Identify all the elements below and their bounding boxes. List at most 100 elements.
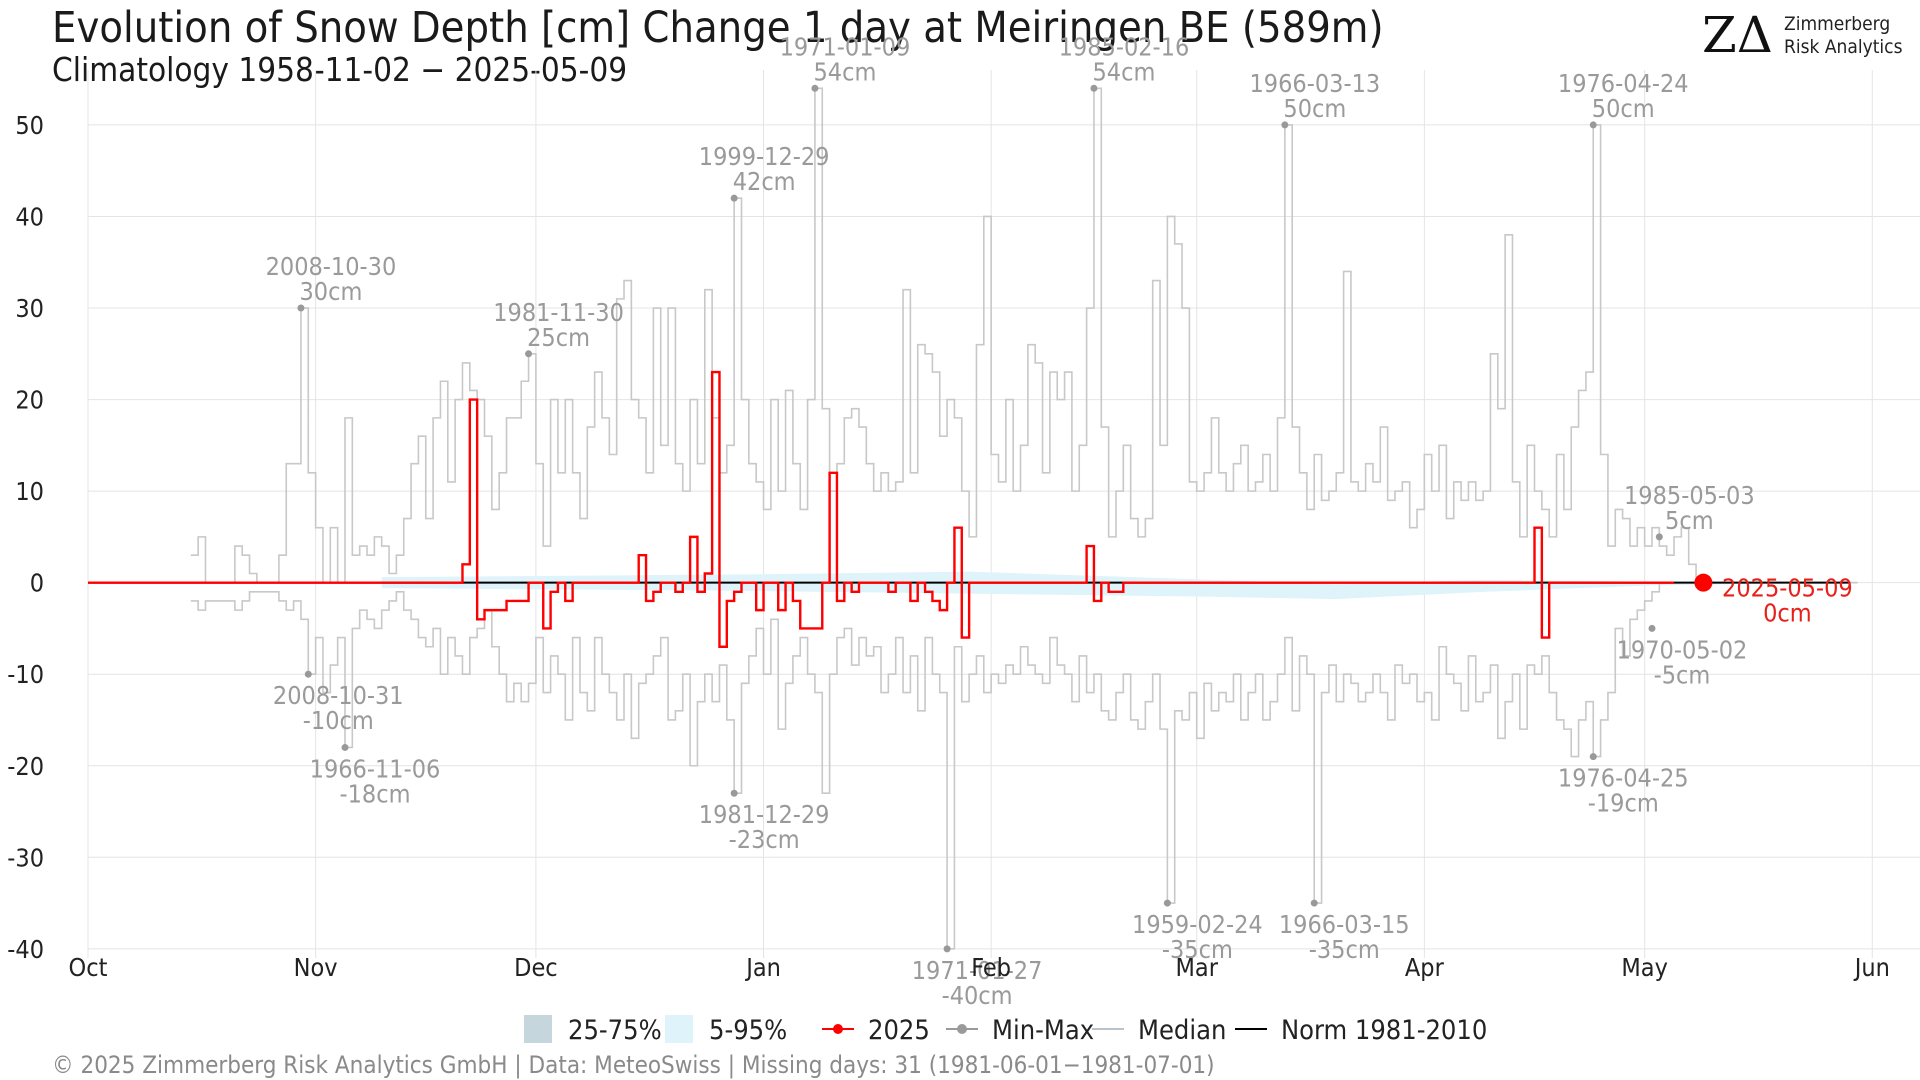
company-logo: ZΔ Zimmerberg Risk Analytics [1702, 6, 1903, 64]
x-tick-label-may: May [1621, 953, 1668, 982]
extreme-point-1985-05-03 [1655, 533, 1663, 541]
annotation-value-1971-01-27: -40cm [942, 981, 1013, 1010]
y-axis: -40 -30 -20 -10 0 10 20 30 40 50 [7, 111, 44, 964]
grid-lines [87, 70, 1920, 958]
legend-label-0: 25-75% [568, 1015, 662, 1046]
x-tick-label-mar: Mar [1176, 953, 1219, 982]
legend-label-5: Norm 1981-2010 [1281, 1015, 1487, 1046]
y-tick-label--20: -20 [7, 752, 44, 781]
legend-label-4: Median [1138, 1015, 1226, 1046]
annotation-value-1970-05-02: -5cm [1654, 660, 1711, 689]
x-tick-label-feb: Feb [971, 953, 1011, 982]
chart-subtitle: Climatology 1958-11-02 − 2025-05-09 [52, 50, 627, 89]
annotation-date-1981-11-30: 1981-11-30 [493, 298, 624, 327]
extreme-point-1976-04-25 [1589, 753, 1597, 761]
annotation-value-1985-05-03: 5cm [1665, 506, 1714, 535]
annotation-value-2008-10-30: 30cm [299, 277, 362, 306]
footer-credits: © 2025 Zimmerberg Risk Analytics GmbH | … [52, 1051, 1215, 1079]
annotation-value-1966-03-13: 50cm [1283, 94, 1346, 123]
extreme-point-2008-10-31 [304, 670, 312, 678]
series-2025-line [88, 370, 1675, 648]
legend-label-1: 5-95% [709, 1015, 787, 1046]
annotation-date-2008-10-31: 2008-10-31 [273, 681, 404, 710]
y-tick-label-50: 50 [15, 111, 44, 140]
legend: 25-75% 5-95% 2025 Min-Max Median Norm 1981-20… [524, 1015, 1487, 1046]
annotation-value-1981-11-30: 25cm [527, 323, 590, 352]
annotation-value-1999-12-29: 42cm [733, 167, 796, 196]
extreme-point-1985-02-16 [1090, 84, 1098, 92]
max-envelope-line [190, 87, 1858, 584]
extreme-point-1966-03-13 [1281, 121, 1289, 129]
extreme-point-1970-05-02 [1648, 624, 1656, 632]
extreme-point-1999-12-29 [730, 194, 738, 202]
x-tick-label-nov: Nov [294, 953, 338, 982]
y-tick-label-0: 0 [30, 569, 44, 598]
annotation-date-1976-04-24: 1976-04-24 [1558, 69, 1689, 98]
logo-mark: ZΔ [1702, 6, 1773, 64]
legend-label-2: 2025 [868, 1015, 930, 1046]
annotation-date-1959-02-24: 1959-02-24 [1132, 910, 1263, 939]
annotation-date-1966-11-06: 1966-11-06 [310, 754, 441, 783]
band-5-95 [381, 571, 1851, 600]
x-tick-label-apr: Apr [1405, 953, 1445, 982]
annotation-value-1966-03-15: -35cm [1309, 935, 1380, 964]
annotation-date-1976-04-25: 1976-04-25 [1558, 764, 1689, 793]
logo-line2: Risk Analytics [1784, 36, 1903, 58]
current-annotation-date: 2025-05-09 [1722, 574, 1853, 603]
extreme-point-2008-10-30 [297, 304, 305, 312]
min-envelope-line [190, 581, 1858, 950]
y-tick-label--40: -40 [7, 935, 44, 964]
annotation-value-1981-12-29: -23cm [729, 825, 800, 854]
annotation-date-1999-12-29: 1999-12-29 [699, 142, 830, 171]
y-tick-label-20: 20 [15, 386, 44, 415]
extreme-point-1959-02-24 [1163, 899, 1171, 907]
annotation-date-1981-12-29: 1981-12-29 [699, 800, 830, 829]
percentile-bands [381, 571, 1851, 600]
annotation-value-1976-04-24: 50cm [1592, 94, 1655, 123]
legend-swatch-point-2 [833, 1024, 843, 1034]
annotation-date-1970-05-02: 1970-05-02 [1617, 635, 1748, 664]
extreme-point-1966-03-15 [1310, 899, 1318, 907]
logo-line1: Zimmerberg [1784, 13, 1890, 35]
x-tick-label-dec: Dec [514, 953, 558, 982]
series-2025 [88, 370, 1675, 648]
annotation-date-1966-03-15: 1966-03-15 [1279, 910, 1410, 939]
extreme-annotations: 2008-10-3030cm2008-10-31-10cm1966-11-06-… [266, 32, 1853, 1010]
annotation-value-2008-10-31: -10cm [303, 706, 374, 735]
annotation-date-1985-02-16: 1985-02-16 [1059, 32, 1190, 61]
y-tick-label--30: -30 [7, 843, 44, 872]
annotation-date-1985-05-03: 1985-05-03 [1624, 481, 1755, 510]
current-point-2025 [1694, 573, 1713, 592]
extreme-points [297, 84, 1713, 953]
x-tick-label-jun: Jun [1853, 953, 1890, 982]
extreme-point-1976-04-24 [1589, 121, 1597, 129]
extreme-point-1981-11-30 [525, 350, 533, 358]
x-tick-label-jan: Jan [744, 953, 781, 982]
current-annotation-value: 0cm [1763, 599, 1812, 628]
min-max-envelope [190, 87, 1858, 950]
legend-swatch-1 [665, 1015, 693, 1043]
legend-swatch-0 [524, 1015, 552, 1043]
annotation-value-1966-11-06: -18cm [339, 779, 410, 808]
annotation-value-1985-02-16: 54cm [1093, 57, 1156, 86]
legend-label-3: Min-Max [992, 1015, 1094, 1046]
x-tick-label-oct: Oct [69, 953, 108, 982]
annotation-date-2008-10-30: 2008-10-30 [266, 252, 397, 281]
extreme-point-1966-11-06 [341, 743, 349, 751]
extreme-point-1971-01-27 [943, 945, 951, 953]
x-axis: Oct Nov Dec Jan Feb Mar Apr May Jun [69, 953, 1890, 982]
annotation-value-1959-02-24: -35cm [1162, 935, 1233, 964]
annotation-date-1966-03-13: 1966-03-13 [1250, 69, 1381, 98]
y-tick-label-30: 30 [15, 294, 44, 323]
extreme-point-1971-01-09 [811, 84, 819, 92]
annotation-date-1971-01-09: 1971-01-09 [780, 32, 911, 61]
annotation-value-1976-04-25: -19cm [1588, 789, 1659, 818]
y-tick-label-10: 10 [15, 477, 44, 506]
chart-title: Evolution of Snow Depth [cm] Change 1 da… [52, 3, 1384, 53]
extreme-point-1981-12-29 [730, 789, 738, 797]
y-tick-label-40: 40 [15, 202, 44, 231]
annotation-date-1971-01-27: 1971-01-27 [912, 956, 1043, 985]
annotation-value-1971-01-09: 54cm [813, 57, 876, 86]
legend-swatch-point-3 [957, 1024, 967, 1034]
